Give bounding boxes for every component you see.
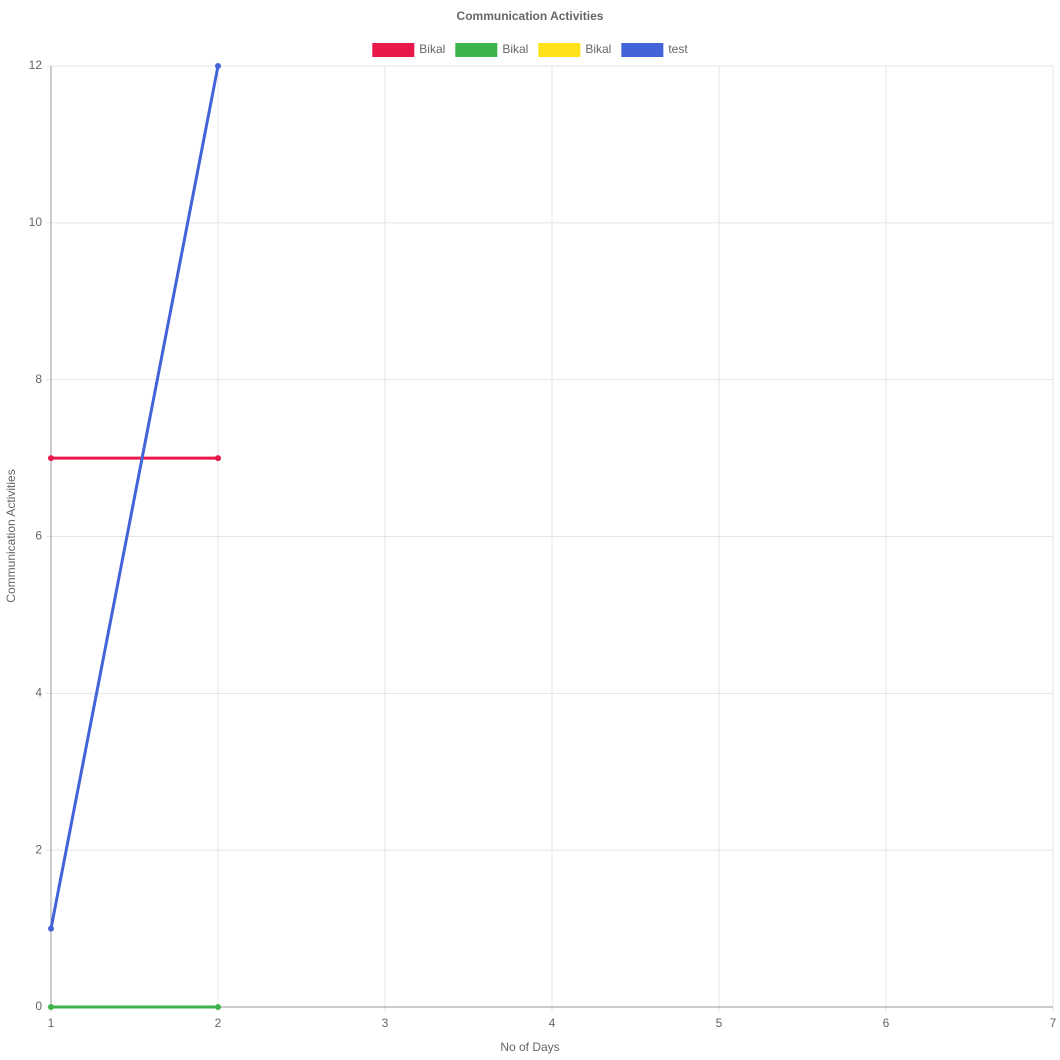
x-tick-label: 7	[1050, 1016, 1057, 1030]
y-tick-label: 2	[35, 842, 42, 856]
legend-swatch	[621, 43, 664, 57]
y-tick-label: 6	[35, 529, 42, 543]
data-point	[48, 1004, 54, 1010]
y-tick-label: 12	[29, 58, 43, 72]
y-axis-label: Communication Activities	[4, 469, 18, 602]
legend-label: Bikal	[585, 42, 611, 56]
y-tick-label: 10	[29, 215, 43, 229]
legend-swatch	[538, 43, 581, 57]
x-tick-label: 5	[716, 1016, 723, 1030]
x-tick-label: 4	[549, 1016, 556, 1030]
y-tick-label: 8	[35, 372, 42, 386]
data-point	[48, 455, 54, 462]
y-tick-label: 0	[35, 999, 42, 1013]
x-tick-label: 1	[48, 1016, 55, 1030]
legend-swatch	[372, 43, 415, 57]
x-tick-label: 3	[382, 1016, 389, 1030]
x-tick-label: 6	[883, 1016, 890, 1030]
x-axis-label: No of Days	[500, 1040, 559, 1054]
data-point	[215, 455, 221, 462]
x-tick-label: 2	[215, 1016, 222, 1030]
legend-label: test	[668, 42, 688, 56]
legend-label: Bikal	[502, 42, 528, 56]
data-point	[215, 63, 221, 69]
y-tick-label: 4	[35, 686, 42, 700]
series-line	[49, 65, 220, 929]
data-point	[48, 925, 54, 932]
legend-label: Bikal	[419, 42, 445, 56]
data-point	[215, 1004, 221, 1010]
chart-title: Communication Activities	[457, 9, 604, 23]
legend-swatch	[455, 43, 498, 57]
